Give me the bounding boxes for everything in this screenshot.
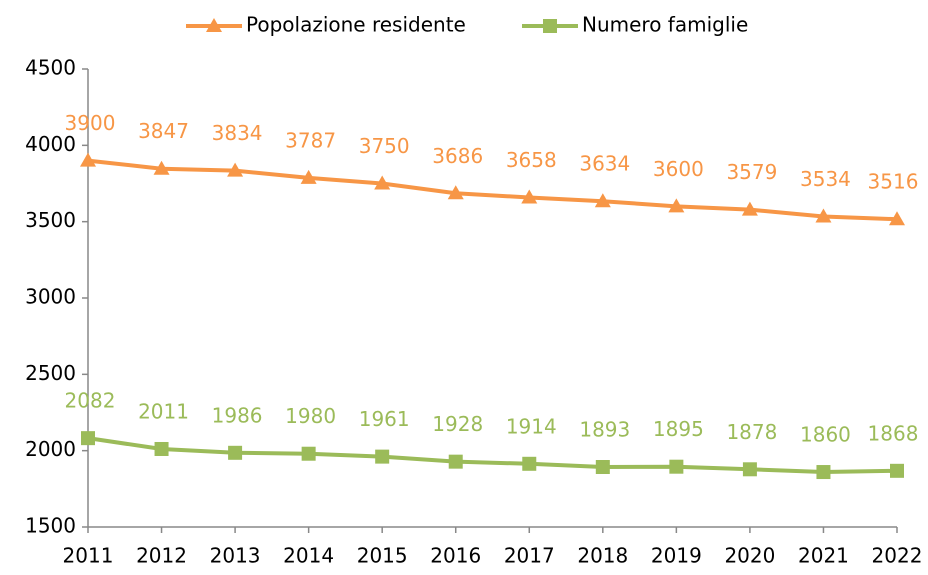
y-tick-label: 2000: [25, 437, 76, 461]
point: [522, 456, 537, 471]
point: [80, 152, 96, 167]
data-label: 1868: [868, 421, 919, 445]
point: [301, 446, 316, 461]
point: [815, 208, 832, 223]
data-label: 2011: [138, 399, 189, 423]
point: [742, 462, 757, 477]
point: [594, 193, 611, 208]
point: [741, 201, 758, 216]
y-tick-label: 4000: [25, 132, 76, 156]
y-tick-label: 2500: [25, 361, 76, 385]
point: [300, 169, 317, 184]
y-tick-label: 4500: [25, 56, 76, 80]
data-label: 3900: [65, 111, 116, 135]
data-label: 1893: [579, 418, 630, 442]
data-label: 3834: [212, 121, 263, 145]
legend-label: Popolazione residente: [246, 13, 466, 37]
point: [669, 459, 684, 474]
data-label: 1895: [653, 417, 704, 441]
point: [816, 465, 831, 480]
point: [228, 445, 243, 460]
x-tick-label: 2015: [357, 544, 408, 568]
y-tick-label: 3000: [25, 285, 76, 309]
data-label: 3847: [138, 119, 189, 143]
point: [227, 162, 244, 177]
x-tick-label: 2011: [63, 544, 114, 568]
legend-marker: [206, 18, 222, 32]
y-tick-label: 1500: [25, 514, 76, 538]
series-line: [87, 158, 898, 222]
data-label: 3750: [359, 134, 410, 158]
x-tick-label: 2019: [651, 544, 702, 568]
x-tick-label: 2013: [210, 544, 261, 568]
data-label: 3534: [800, 167, 851, 191]
data-label: 3600: [653, 157, 704, 181]
data-label: 3516: [868, 170, 919, 194]
data-label: 1860: [800, 423, 851, 447]
data-label: 1980: [285, 404, 336, 428]
data-label: 3787: [285, 128, 336, 152]
data-label: 3658: [506, 148, 557, 172]
data-label: 2082: [65, 389, 116, 413]
point: [595, 460, 610, 475]
y-tick-label: 3500: [25, 208, 76, 232]
series-line: [87, 436, 898, 475]
point: [447, 185, 464, 200]
x-tick-label: 2014: [283, 544, 334, 568]
point: [375, 449, 390, 464]
point: [81, 431, 95, 446]
data-label: 1928: [432, 412, 483, 436]
data-label: 1961: [359, 407, 410, 431]
x-tick-label: 2012: [136, 544, 187, 568]
legend-label: Numero famiglie: [582, 13, 748, 37]
data-label: 3686: [432, 144, 483, 168]
data-label: 1878: [726, 420, 777, 444]
data-label: 1914: [506, 414, 557, 438]
x-tick-label: 2016: [430, 544, 481, 568]
point: [448, 454, 463, 469]
legend-marker: [543, 19, 557, 33]
data-label: 1986: [212, 403, 263, 427]
point: [890, 463, 904, 478]
point: [668, 198, 685, 213]
point: [521, 189, 538, 204]
data-label: 3634: [579, 152, 630, 176]
x-tick-label: 2020: [724, 544, 775, 568]
x-tick-label: 2018: [577, 544, 628, 568]
point: [153, 160, 170, 175]
data-label: 3579: [726, 160, 777, 184]
point: [374, 175, 391, 190]
x-tick-label: 2021: [798, 544, 849, 568]
x-tick-label: 2022: [872, 544, 923, 568]
point: [889, 211, 905, 226]
point: [154, 441, 169, 456]
x-tick-label: 2017: [504, 544, 555, 568]
